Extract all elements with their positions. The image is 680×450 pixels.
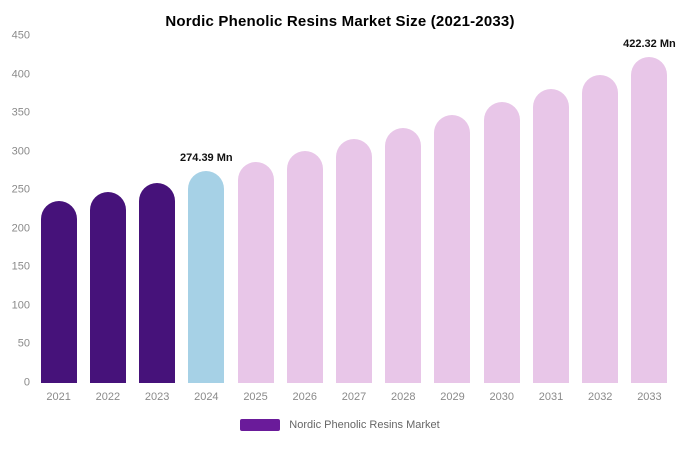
bar-column-2026 bbox=[280, 36, 329, 383]
bar-column-2023 bbox=[132, 36, 181, 383]
x-tick-label-2022: 2022 bbox=[95, 391, 121, 403]
bar-2030[interactable] bbox=[483, 102, 520, 383]
bar-column-2021 bbox=[34, 36, 83, 383]
y-tick-label: 250 bbox=[11, 183, 30, 196]
bar-2027[interactable] bbox=[336, 139, 373, 383]
bar-2029[interactable] bbox=[434, 115, 471, 383]
bar-2024[interactable] bbox=[188, 171, 225, 383]
y-tick-label: 400 bbox=[11, 68, 30, 81]
bar-column-2024: 274.39 Mn bbox=[180, 36, 233, 383]
bar-column-2029 bbox=[428, 36, 477, 383]
y-tick-label: 50 bbox=[17, 337, 30, 350]
y-tick-label: 350 bbox=[11, 106, 30, 119]
bar-column-2033: 422.32 Mn bbox=[623, 36, 676, 383]
y-axis: 0 50 100 150 200 250 300 350 400 450 bbox=[6, 30, 34, 388]
legend: Nordic Phenolic Resins Market bbox=[0, 419, 680, 431]
bar-value-label-2033: 422.32 Mn bbox=[623, 38, 676, 51]
y-tick-label: 200 bbox=[11, 222, 30, 235]
chart-title: Nordic Phenolic Resins Market Size (2021… bbox=[165, 13, 515, 30]
bar-column-2028 bbox=[379, 36, 428, 383]
bar-column-2025 bbox=[231, 36, 280, 383]
bar-2028[interactable] bbox=[385, 127, 422, 383]
bar-2023[interactable] bbox=[139, 182, 176, 383]
legend-swatch bbox=[240, 419, 281, 431]
bar-2032[interactable] bbox=[582, 74, 619, 383]
bar-column-2031 bbox=[526, 36, 575, 383]
x-tick-label-2024: 2024 bbox=[194, 391, 219, 403]
bar-2031[interactable] bbox=[532, 89, 569, 383]
x-tick-label-2030: 2030 bbox=[489, 391, 514, 403]
x-tick-label-2027: 2027 bbox=[341, 391, 367, 403]
x-tick-label-2023: 2023 bbox=[144, 391, 170, 403]
x-tick-label-2032: 2032 bbox=[587, 391, 613, 403]
bar-2025[interactable] bbox=[237, 161, 274, 383]
bar-column-2022 bbox=[83, 36, 132, 383]
x-tick-label-2031: 2031 bbox=[538, 391, 564, 403]
y-tick-label: 100 bbox=[11, 299, 30, 312]
x-axis: 2021 2022 2023 2024 2025 2026 2027 2028 2029 2030… bbox=[34, 383, 674, 403]
bar-column-2032 bbox=[576, 36, 625, 383]
bar-2022[interactable] bbox=[89, 191, 126, 383]
chart-area: 0 50 100 150 200 250 300 350 400 450 274.39 Mn 422… bbox=[6, 30, 676, 403]
bar-value-label-2024: 274.39 Mn bbox=[180, 152, 233, 165]
x-tick-label-2033: 2033 bbox=[637, 391, 662, 403]
x-tick-label-2026: 2026 bbox=[292, 391, 318, 403]
y-tick-label: 300 bbox=[11, 145, 30, 158]
bar-2021[interactable] bbox=[40, 201, 77, 383]
bar-2026[interactable] bbox=[286, 150, 323, 383]
x-tick-label-2021: 2021 bbox=[46, 391, 71, 403]
bar-column-2030 bbox=[477, 36, 526, 383]
plot-area: 274.39 Mn 422.32 Mn bbox=[34, 36, 676, 383]
x-tick-label-2025: 2025 bbox=[243, 391, 268, 403]
legend-label: Nordic Phenolic Resins Market bbox=[289, 419, 440, 431]
y-tick-label: 450 bbox=[11, 29, 30, 42]
y-tick-label: 0 bbox=[23, 376, 30, 389]
x-tick-label-2029: 2029 bbox=[440, 391, 465, 403]
bar-column-2027 bbox=[329, 36, 378, 383]
y-tick-label: 150 bbox=[11, 260, 30, 273]
bar-2033[interactable] bbox=[631, 57, 668, 383]
x-tick-label-2028: 2028 bbox=[391, 391, 416, 403]
